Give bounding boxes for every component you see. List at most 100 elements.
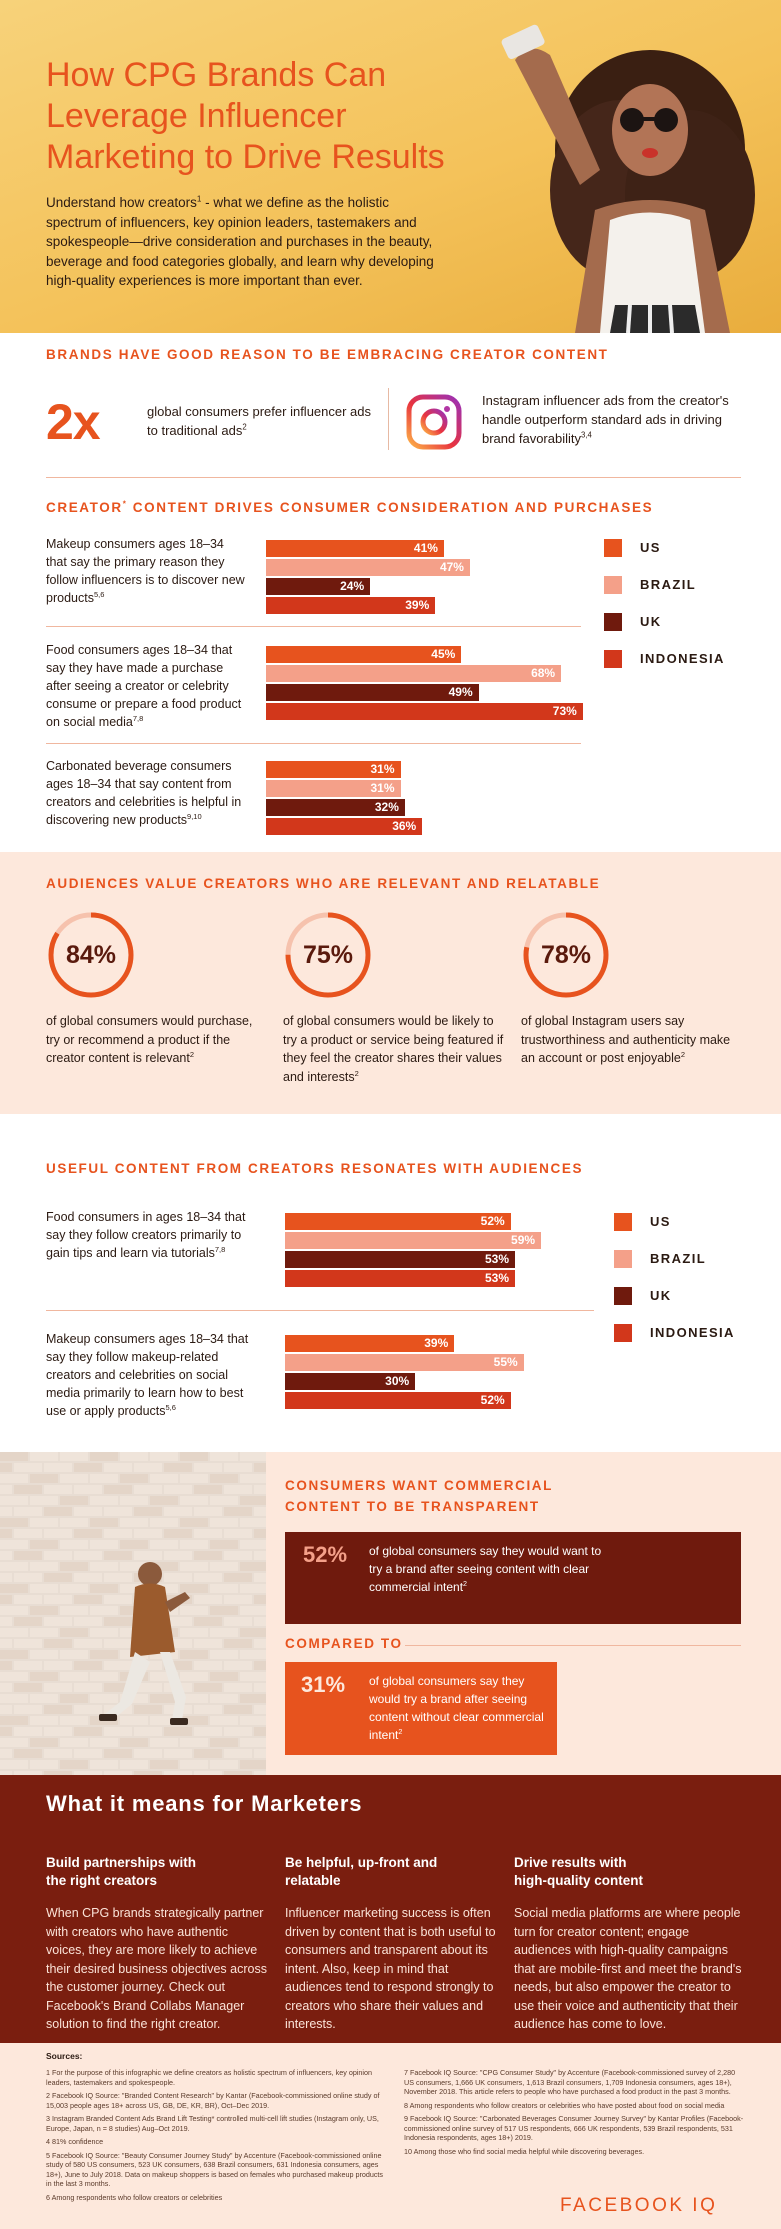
bar-brazil: 59% [285, 1232, 542, 1249]
footnote-ref: 2 [398, 1727, 403, 1736]
heading-part: content drives consumer consideration an… [127, 500, 654, 515]
instagram-desc: Instagram influencer ads from the creato… [482, 393, 729, 446]
column-heading-line: the right creators [46, 1873, 158, 1888]
legend-label: US [650, 1214, 671, 1229]
intro-text: - what we define as the holistic spectru… [46, 195, 434, 288]
legend-swatch [604, 613, 622, 631]
stat-desc: of global consumers say they would try a… [369, 1674, 544, 1742]
bar-us: 39% [285, 1335, 455, 1352]
legend-item-us: US [614, 1213, 744, 1231]
source-item: 10 Among those who find social media hel… [404, 2146, 645, 2156]
question-text: Makeup consumers ages 18–34 that say the… [46, 537, 245, 605]
heading-part: Creator [46, 500, 123, 515]
stat-2x-value: 2x [46, 394, 101, 450]
section-heading-audiences: Audiences value creators who are relevan… [46, 876, 601, 891]
column-heading: Be helpful, up-front and relatable [285, 1854, 497, 1890]
column-heading-line: relatable [285, 1873, 341, 1888]
instagram-icon [406, 394, 462, 450]
intro-text: Understand how creators [46, 195, 197, 210]
marketers-column: Be helpful, up-front and relatable Influen… [285, 1854, 497, 2034]
bar-brazil: 31% [266, 780, 401, 797]
column-text: Social media platforms are where people … [514, 1906, 742, 2031]
column-text: When CPG brands strategically partner wi… [46, 1906, 267, 2031]
bar-indonesia: 39% [266, 597, 436, 614]
footnote-ref: 7,8 [132, 713, 144, 723]
legend-item-brazil: BRAZIL [614, 1250, 744, 1268]
divider [46, 477, 741, 478]
legend-label: UK [640, 614, 662, 629]
column-heading: Drive results with high-quality content [514, 1854, 744, 1890]
sources-list-left: 1 For the purpose of this infographic we… [46, 2068, 386, 2206]
stat-box-clear-intent: 52% of global consumers say they would w… [285, 1532, 741, 1624]
footnote-ref: 9,10 [187, 811, 202, 821]
source-item: 9 Facebook IQ Source: "Carbonated Bevera… [404, 2114, 744, 2142]
selfie-woman-photo [501, 24, 755, 333]
ring-text: of global Instagram users say trustworth… [521, 1014, 731, 1065]
ring-text: of global consumers would be likely to t… [283, 1014, 504, 1084]
bar-uk: 49% [266, 684, 479, 701]
source-item: 8 Among respondents who follow creators … [404, 2100, 725, 2110]
footnote-ref: 2 [242, 422, 247, 432]
footnote-ref: 3,4 [581, 430, 592, 440]
facebook-iq-logo: FACEBOOK IQ [560, 2195, 718, 2216]
section-heading-creator-content: Creator* content drives consumer conside… [46, 500, 653, 515]
bar-indonesia: 73% [266, 703, 583, 720]
question-makeup-learn: Makeup consumers ages 18–34 that say the… [46, 1330, 261, 1420]
legend-item-us: US [604, 539, 734, 557]
legend-swatch [614, 1287, 632, 1305]
question-text: Makeup consumers ages 18–34 that say the… [46, 1332, 249, 1418]
stat-2x-desc: global consumers prefer influencer ads t… [147, 404, 372, 438]
legend-label: UK [650, 1288, 672, 1303]
column-heading-line: high-quality content [514, 1873, 643, 1888]
legend-item-indonesia: INDONESIA [614, 1324, 744, 1342]
legend-swatch [614, 1213, 632, 1231]
sources-heading: Sources: [46, 2051, 83, 2061]
legend-swatch [614, 1250, 632, 1268]
audiences-section [0, 852, 781, 1114]
compared-label: Compared to [285, 1636, 403, 1651]
stat-text: of global consumers say they would want … [369, 1542, 609, 1596]
legend-swatch [614, 1324, 632, 1342]
question-food-tutorials: Food consumers in ages 18–34 that say th… [46, 1208, 256, 1262]
legend-label: INDONESIA [650, 1325, 735, 1340]
footnote-ref: 2 [680, 1049, 686, 1059]
divider [405, 1645, 741, 1646]
legend-swatch [604, 650, 622, 668]
footnote-ref: 2 [354, 1068, 359, 1078]
question-text: Food consumers ages 18–34 that say they … [46, 643, 242, 729]
question-text: Carbonated beverage consumers ages 18–34… [46, 759, 242, 827]
marketers-column: Build partnerships with the right creator… [46, 1854, 268, 2034]
heading-line: Consumers want commercial [285, 1478, 553, 1493]
bar-us: 45% [266, 646, 462, 663]
title-line: Marketing to Drive Results [46, 138, 445, 176]
question-text: Food consumers in ages 18–34 that say th… [46, 1210, 246, 1260]
bar-uk: 30% [285, 1373, 416, 1390]
legend-item-indonesia: INDONESIA [604, 650, 734, 668]
bar-brazil: 47% [266, 559, 470, 576]
footnote-ref: 2 [189, 1049, 194, 1059]
section-heading-transparent: Consumers want commercial content to be … [285, 1475, 553, 1517]
footnote-ref: 5,6 [165, 1402, 176, 1412]
bar-indonesia: 53% [285, 1270, 516, 1287]
legend-swatch [604, 539, 622, 557]
legend-label: US [640, 540, 661, 555]
progress-ring [285, 912, 371, 998]
ring-description: of global consumers would be likely to t… [283, 1012, 505, 1086]
bar-us: 31% [266, 761, 401, 778]
stat-text: of global consumers say they would try a… [369, 1672, 549, 1744]
legend-item-brazil: BRAZIL [604, 576, 734, 594]
ring-description: of global consumers would purchase, try … [46, 1012, 268, 1068]
progress-ring [48, 912, 134, 998]
source-item: 4 81% confidence [46, 2137, 104, 2146]
ring-description: of global Instagram users say trustworth… [521, 1012, 743, 1068]
source-item: 7 Facebook IQ Source: "CPG Consumer Stud… [404, 2068, 736, 2096]
title-line: Leverage Influencer [46, 97, 347, 135]
divider [46, 1310, 594, 1311]
question-food-purchase: Food consumers ages 18–34 that say they … [46, 641, 246, 731]
footnote-ref: 7,8 [214, 1244, 226, 1254]
marketers-title: What it means for Marketers [46, 1791, 363, 1816]
title-line: How CPG Brands Can [46, 56, 387, 94]
hero-intro: Understand how creators1 - what we defin… [46, 193, 441, 291]
legend-label: BRAZIL [640, 577, 697, 592]
